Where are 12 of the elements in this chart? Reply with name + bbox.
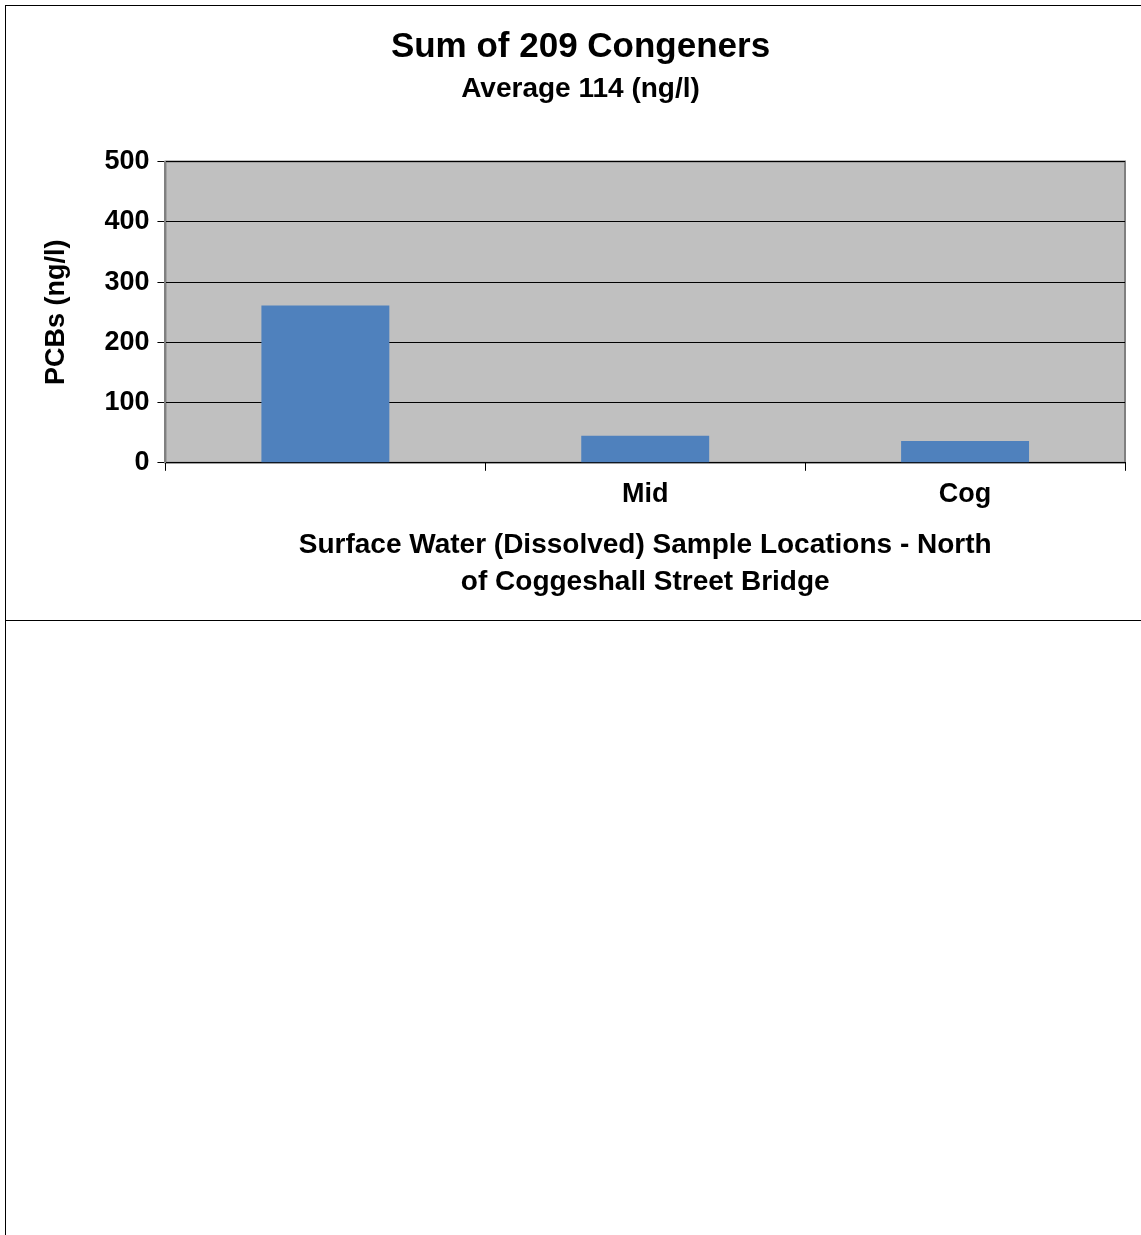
y-tick-label: 200 xyxy=(104,325,150,356)
y-tick-label: 500 xyxy=(104,145,150,176)
y-tick-label: 100 xyxy=(104,386,150,417)
x-tick-label: Cog xyxy=(938,478,992,509)
y-tick-label: 300 xyxy=(104,265,150,296)
x-tick-label: Mid xyxy=(621,478,669,509)
y-axis-title: PCBs (ng/l) xyxy=(39,239,70,385)
y-tick-label: 400 xyxy=(104,205,150,236)
y-tick-label: 0 xyxy=(134,446,150,477)
x-axis-title: Surface Water (Dissolved) Sample Locations - North of Coggeshall Street Bridge xyxy=(298,528,992,596)
chart-title: Sum of 209 Congeners xyxy=(390,24,771,64)
chart-subtitle: Average 114 (ng/l) xyxy=(461,71,700,103)
